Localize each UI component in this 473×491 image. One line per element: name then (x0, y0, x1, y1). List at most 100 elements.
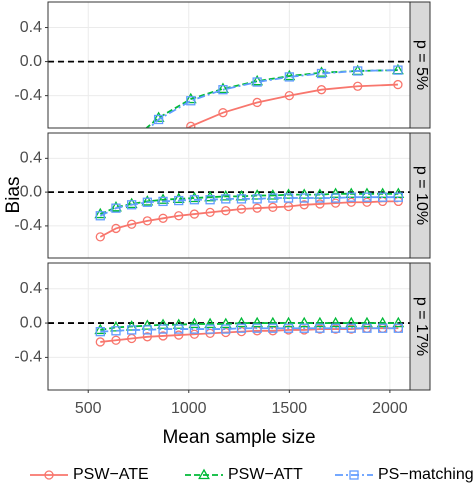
marker (346, 197, 356, 207)
legend-label: PSW−ATT (228, 466, 303, 483)
marker (184, 92, 197, 104)
x-tick-label: 2000 (372, 400, 408, 417)
marker (141, 319, 154, 330)
marker (174, 324, 184, 334)
marker (94, 207, 107, 219)
strip-label: p = 17% (413, 297, 430, 356)
marker (142, 197, 152, 207)
marker (189, 324, 200, 334)
marker (251, 74, 264, 86)
marker (205, 324, 215, 334)
marker (95, 232, 105, 242)
marker (349, 470, 359, 480)
marker (188, 317, 201, 329)
marker (172, 192, 185, 204)
marker (157, 193, 169, 204)
marker (283, 323, 294, 333)
marker (221, 324, 231, 334)
marker (174, 330, 184, 340)
marker (218, 85, 228, 95)
marker (174, 195, 184, 206)
marker (44, 470, 54, 480)
marker (153, 114, 164, 125)
marker (111, 203, 121, 213)
marker (283, 69, 296, 81)
marker (189, 209, 200, 219)
marker (313, 316, 326, 328)
marker (111, 335, 121, 345)
marker (284, 90, 294, 101)
y-axis-label: Bias (3, 177, 24, 214)
x-tick-label: 500 (75, 400, 102, 417)
x-tick-label: 1000 (171, 400, 207, 417)
series-line (100, 327, 399, 343)
marker (330, 323, 341, 333)
marker (125, 197, 138, 209)
marker (189, 329, 200, 339)
series-line (148, 69, 398, 128)
marker (392, 316, 405, 328)
marker (315, 199, 325, 209)
y-tick-label: -0.4 (14, 217, 42, 234)
marker (298, 316, 311, 328)
marker (236, 323, 247, 333)
marker (282, 316, 295, 328)
x-tick-label: 1500 (272, 400, 308, 417)
series-group (145, 63, 404, 128)
marker (218, 108, 228, 118)
marker (111, 326, 121, 336)
marker (94, 323, 107, 335)
marker (329, 316, 342, 328)
y-tick-label: 0.0 (20, 314, 42, 331)
marker (205, 195, 215, 205)
marker (377, 192, 388, 202)
marker (111, 223, 121, 234)
marker (221, 194, 231, 204)
y-tick-label: -0.4 (14, 87, 42, 104)
panel-background (48, 2, 410, 128)
marker (329, 187, 342, 198)
marker (393, 79, 403, 90)
marker (219, 317, 232, 329)
series-group (94, 187, 405, 242)
strip (409, 262, 431, 391)
marker (186, 121, 196, 128)
marker (299, 193, 309, 203)
marker (268, 323, 278, 333)
marker (251, 316, 264, 328)
marker (362, 192, 372, 202)
marker (158, 213, 168, 223)
legend-label: PSW−ATE (73, 466, 149, 483)
marker (315, 66, 328, 77)
marker (174, 211, 184, 221)
marker (198, 468, 210, 480)
series-line (99, 196, 399, 217)
y-tick-label: 0.4 (20, 150, 42, 167)
marker (235, 190, 248, 201)
marker (393, 192, 403, 202)
y-tick-label: 0.0 (20, 183, 42, 200)
marker (219, 190, 232, 201)
marker (252, 323, 262, 333)
marker (158, 324, 168, 334)
marker (127, 200, 137, 210)
marker (376, 316, 389, 328)
marker (252, 77, 262, 87)
marker (283, 193, 294, 203)
marker (284, 72, 294, 82)
marker (205, 207, 215, 218)
marker (142, 332, 152, 342)
marker (346, 323, 356, 333)
marker (315, 193, 325, 203)
marker (236, 194, 247, 204)
marker (393, 65, 403, 75)
marker (127, 219, 137, 229)
marker (330, 198, 341, 208)
marker (346, 192, 356, 202)
marker (315, 323, 325, 333)
strip-label: p = 10% (413, 166, 430, 225)
marker (95, 326, 105, 337)
marker (266, 189, 279, 200)
marker (362, 197, 372, 207)
